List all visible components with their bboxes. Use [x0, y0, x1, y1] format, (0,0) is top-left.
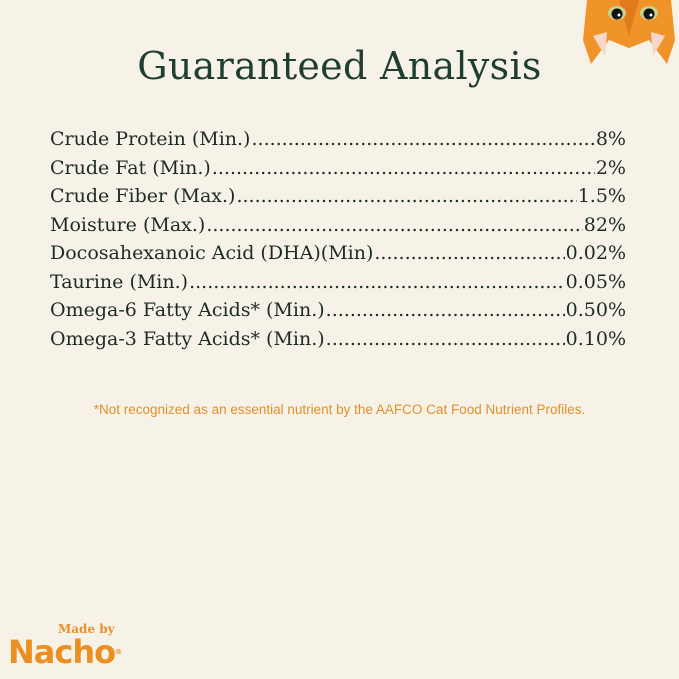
dot-leader: [251, 128, 594, 150]
made-by-text: Made by: [58, 622, 115, 636]
brand-name: Nacho®: [8, 633, 122, 671]
analysis-row: Omega-3 Fatty Acids* (Min.) 0.10%: [50, 328, 626, 357]
dot-leader: [326, 299, 565, 321]
nutrient-label: Crude Protein (Min.): [50, 128, 251, 150]
page-title: Guaranteed Analysis: [137, 44, 542, 88]
analysis-row: Crude Fiber (Max.) 1.5%: [50, 185, 626, 214]
nutrient-value: 1.5%: [577, 185, 626, 207]
footnote: *Not recognized as an essential nutrient…: [93, 402, 586, 417]
nutrient-value: 82%: [583, 213, 626, 236]
nutrient-label: Taurine (Min.): [50, 270, 189, 293]
nutrient-value: 8%: [595, 128, 626, 150]
nacho-logo: Made by Nacho®: [8, 622, 122, 671]
analysis-row: Moisture (Max.) 82%: [50, 214, 626, 243]
analysis-row: Omega-6 Fatty Acids* (Min.) 0.50%: [50, 299, 626, 328]
nutrient-value: 2%: [595, 156, 626, 179]
dot-leader: [326, 328, 565, 350]
nutrient-label: Omega-3 Fatty Acids* (Min.): [50, 327, 325, 350]
brand-text: Nacho: [8, 633, 116, 671]
nutrient-value: 0.02%: [565, 242, 626, 264]
nutrient-value: 0.10%: [565, 327, 626, 350]
dot-leader: [189, 271, 565, 293]
analysis-row: Crude Fat (Min.) 2%: [50, 157, 626, 186]
analysis-row: Docosahexanoic Acid (DHA)(Min) 0.02%: [50, 242, 626, 271]
dot-leader: [236, 185, 576, 207]
dot-leader: [206, 214, 582, 236]
analysis-row: Taurine (Min.) 0.05%: [50, 271, 626, 300]
registered-mark: ®: [115, 648, 122, 656]
nutrient-label: Omega-6 Fatty Acids* (Min.): [50, 299, 325, 321]
nutrient-value: 0.05%: [565, 270, 626, 293]
nutrient-label: Crude Fiber (Max.): [50, 185, 236, 207]
analysis-row: Crude Protein (Min.) 8%: [50, 128, 626, 157]
nutrient-label: Moisture (Max.): [50, 213, 206, 236]
dot-leader: [374, 242, 564, 264]
nutrient-label: Docosahexanoic Acid (DHA)(Min): [50, 242, 374, 264]
analysis-table: Crude Protein (Min.) 8% Crude Fat (Min.) 2%…: [50, 128, 626, 356]
dot-leader: [212, 157, 595, 179]
nutrient-value: 0.50%: [565, 299, 626, 321]
cat-face-icon: [583, 0, 675, 64]
nutrient-label: Crude Fat (Min.): [50, 156, 211, 179]
